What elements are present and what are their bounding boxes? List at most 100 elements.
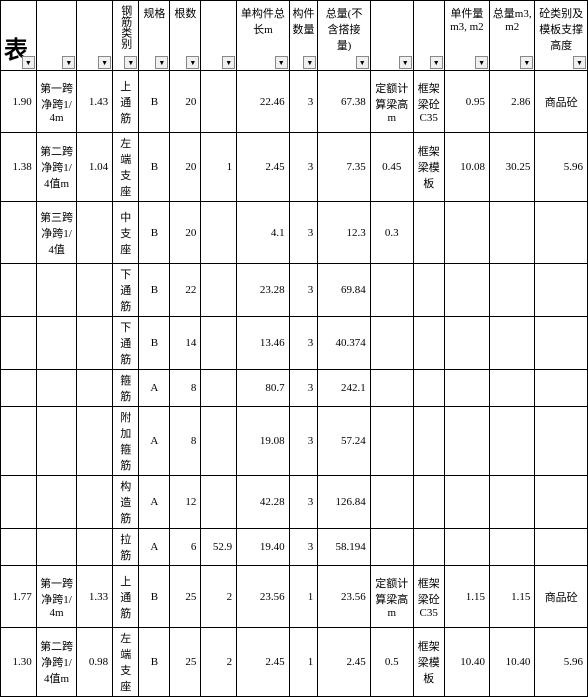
data-table: 钢筋类别规格根数单构件总长m构件数量总量(不含搭接量)单件量m3, m2总量m3…	[0, 0, 588, 697]
col-header-10	[370, 1, 413, 71]
cell: 1.15	[490, 566, 535, 628]
cell	[77, 476, 113, 529]
table-row: 下通筋B1413.46340.374	[1, 317, 588, 370]
cell	[1, 529, 37, 566]
table-row: 箍筋A880.73242.1	[1, 370, 588, 407]
cell	[413, 407, 444, 476]
cell	[370, 529, 413, 566]
cell	[77, 370, 113, 407]
filter-dropdown-icon[interactable]	[275, 56, 288, 69]
cell: 5.96	[535, 133, 588, 202]
filter-dropdown-icon[interactable]	[222, 56, 235, 69]
cell: 3	[289, 264, 318, 317]
cell: 附加箍筋	[113, 407, 139, 476]
cell: 22	[170, 264, 201, 317]
cell	[413, 317, 444, 370]
cell: A	[139, 370, 170, 407]
col-header-label: 总量(不含搭接量)	[320, 5, 367, 53]
cell: 拉筋	[113, 529, 139, 566]
cell	[444, 202, 489, 264]
cell	[370, 407, 413, 476]
cell: 框架梁砼C35	[413, 566, 444, 628]
cell	[490, 370, 535, 407]
cell: 1.04	[77, 133, 113, 202]
filter-dropdown-icon[interactable]	[98, 56, 111, 69]
cell: B	[139, 566, 170, 628]
col-header-13: 总量m3, m2	[490, 1, 535, 71]
col-header-label: 规格	[143, 5, 165, 21]
filter-dropdown-icon[interactable]	[430, 56, 443, 69]
col-header-3: 钢筋类别	[113, 1, 139, 71]
cell: 2	[201, 628, 237, 697]
cell: 4.1	[237, 202, 289, 264]
col-header-label: 单件量m3, m2	[447, 5, 487, 33]
filter-dropdown-icon[interactable]	[124, 56, 137, 69]
col-header-label: 总量m3, m2	[492, 5, 532, 33]
col-header-label: 根数	[174, 5, 196, 21]
filter-dropdown-icon[interactable]	[186, 56, 199, 69]
cell: 定额计算梁高m	[370, 566, 413, 628]
filter-dropdown-icon[interactable]	[22, 56, 35, 69]
cell: B	[139, 628, 170, 697]
cell: 23.56	[318, 566, 370, 628]
cell: 52.9	[201, 529, 237, 566]
cell: 14	[170, 317, 201, 370]
col-header-11	[413, 1, 444, 71]
cell: 20	[170, 202, 201, 264]
cell	[413, 476, 444, 529]
cell: A	[139, 476, 170, 529]
col-header-12: 单件量m3, m2	[444, 1, 489, 71]
table-row: 拉筋A652.919.40358.194	[1, 529, 588, 566]
table-row: 1.38第二跨净跨1/4值m1.04左端支座B2012.4537.350.45框…	[1, 133, 588, 202]
col-header-6	[201, 1, 237, 71]
cell: 12	[170, 476, 201, 529]
col-header-2	[77, 1, 113, 71]
cell: 1.77	[1, 566, 37, 628]
cell	[535, 529, 588, 566]
cell: 242.1	[318, 370, 370, 407]
filter-dropdown-icon[interactable]	[303, 56, 316, 69]
cell: 20	[170, 71, 201, 133]
filter-dropdown-icon[interactable]	[399, 56, 412, 69]
cell: 0.5	[370, 628, 413, 697]
cell: 12.3	[318, 202, 370, 264]
cell: 0.45	[370, 133, 413, 202]
cell	[490, 202, 535, 264]
cell	[1, 202, 37, 264]
filter-dropdown-icon[interactable]	[573, 56, 586, 69]
cell: 1.38	[1, 133, 37, 202]
cell: 0.98	[77, 628, 113, 697]
filter-dropdown-icon[interactable]	[475, 56, 488, 69]
cell: 57.24	[318, 407, 370, 476]
cell	[444, 407, 489, 476]
cell	[77, 202, 113, 264]
table-row: 1.90第一跨净跨1/4m1.43上通筋B2022.46367.38定额计算梁高…	[1, 71, 588, 133]
cell	[1, 476, 37, 529]
cell: B	[139, 133, 170, 202]
cell: 1.15	[444, 566, 489, 628]
cell: 第一跨净跨1/4m	[36, 71, 77, 133]
cell: 23.56	[237, 566, 289, 628]
filter-dropdown-icon[interactable]	[356, 56, 369, 69]
table-row: 下通筋B2223.28369.84	[1, 264, 588, 317]
cell	[535, 476, 588, 529]
filter-dropdown-icon[interactable]	[520, 56, 533, 69]
cell: 框架梁模板	[413, 133, 444, 202]
cell: 25	[170, 566, 201, 628]
cell	[370, 370, 413, 407]
cell: 80.7	[237, 370, 289, 407]
cell: 3	[289, 133, 318, 202]
cell	[201, 202, 237, 264]
cell: 框架梁模板	[413, 628, 444, 697]
cell: 0.95	[444, 71, 489, 133]
cell	[444, 476, 489, 529]
cell: 42.28	[237, 476, 289, 529]
cell: 2.45	[237, 628, 289, 697]
cell: 23.28	[237, 264, 289, 317]
cell: 上通筋	[113, 566, 139, 628]
filter-dropdown-icon[interactable]	[62, 56, 75, 69]
cell: 中支座	[113, 202, 139, 264]
cell: 左端支座	[113, 628, 139, 697]
cell: 3	[289, 71, 318, 133]
filter-dropdown-icon[interactable]	[155, 56, 168, 69]
